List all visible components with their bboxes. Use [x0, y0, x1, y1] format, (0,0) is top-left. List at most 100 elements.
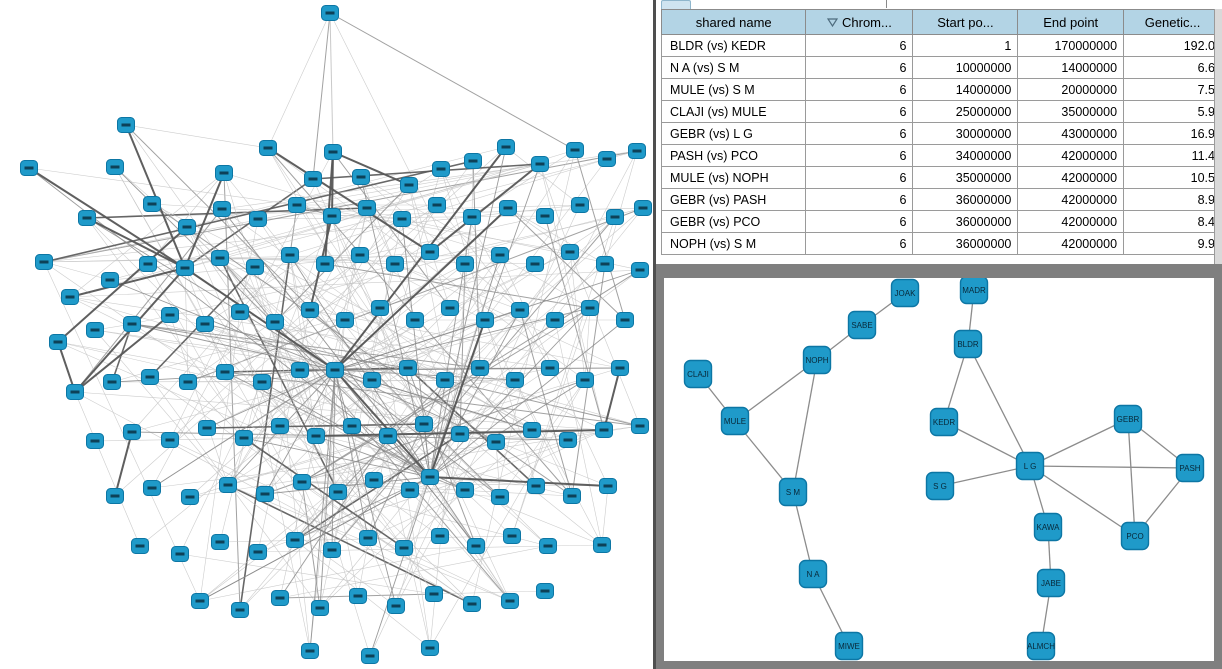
column-header[interactable]: Genetic...: [1123, 9, 1222, 35]
graph-node[interactable]: KAWA: [1033, 512, 1063, 542]
graph-node[interactable]: MULE: [720, 406, 750, 436]
table-row[interactable]: MULE (vs) NOPH 6 35000000 42000000 10.5: [660, 166, 1222, 189]
table-cell[interactable]: 34000000: [912, 144, 1019, 167]
graph-node[interactable]: L G: [1015, 451, 1045, 481]
table-row[interactable]: CLAJI (vs) MULE 6 25000000 35000000 5.9: [660, 100, 1222, 123]
table-row[interactable]: N A (vs) S M 6 10000000 14000000 6.6: [660, 56, 1222, 79]
column-header[interactable]: Start po...: [912, 9, 1019, 35]
graph-node[interactable]: MIWE: [834, 631, 864, 661]
graph-node[interactable]: GEBR: [1113, 404, 1143, 434]
graph-node-box[interactable]: [847, 310, 877, 340]
graph-node-box[interactable]: [1033, 512, 1063, 542]
table-cell[interactable]: 14000000: [912, 78, 1019, 101]
table-cell[interactable]: 25000000: [912, 100, 1019, 123]
table-cell[interactable]: 192.0: [1123, 34, 1222, 57]
subnetwork-canvas[interactable]: JOAK MADR SABE BLDR NOPH CLAJI MULE KEDR GEBR L G…: [664, 278, 1214, 661]
graph-node[interactable]: ALMCH: [1026, 631, 1056, 661]
table-cell[interactable]: 6: [805, 100, 914, 123]
table-row[interactable]: BLDR (vs) KEDR 6 1 170000000 192.0: [660, 34, 1222, 57]
graph-node-box[interactable]: [1120, 521, 1150, 551]
graph-node[interactable]: N A: [798, 559, 828, 589]
graph-node-box[interactable]: [925, 471, 955, 501]
table-scrollbar-gutter[interactable]: [1214, 9, 1222, 264]
table-cell[interactable]: 35000000: [1017, 100, 1125, 123]
table-cell[interactable]: 42000000: [1017, 232, 1125, 255]
graph-node[interactable]: JABE: [1036, 568, 1066, 598]
graph-node-box[interactable]: [1026, 631, 1056, 661]
table-row[interactable]: GEBR (vs) L G 6 30000000 43000000 16.9: [660, 122, 1222, 145]
table-cell[interactable]: 6: [805, 144, 914, 167]
table-cell[interactable]: 10000000: [912, 56, 1019, 79]
table-cell[interactable]: 36000000: [912, 232, 1019, 255]
table-cell[interactable]: 42000000: [1017, 166, 1125, 189]
table-cell[interactable]: 6: [805, 56, 914, 79]
table-cell[interactable]: 20000000: [1017, 78, 1125, 101]
graph-node-box[interactable]: [1175, 453, 1205, 483]
table-row[interactable]: GEBR (vs) PCO 6 36000000 42000000 8.4: [660, 210, 1222, 233]
graph-node-box[interactable]: [778, 477, 808, 507]
table-cell[interactable]: 42000000: [1017, 188, 1125, 211]
table-row[interactable]: NOPH (vs) S M 6 36000000 42000000 9.9: [660, 232, 1222, 255]
table-cell[interactable]: 6: [805, 166, 914, 189]
table-cell[interactable]: 7.5: [1123, 78, 1222, 101]
graph-node[interactable]: MADR: [959, 278, 989, 305]
table-cell[interactable]: 30000000: [912, 122, 1019, 145]
graph-node[interactable]: SABE: [847, 310, 877, 340]
graph-node-box[interactable]: [890, 278, 920, 308]
table-cell[interactable]: 14000000: [1017, 56, 1125, 79]
table-cell[interactable]: 6.6: [1123, 56, 1222, 79]
graph-node[interactable]: PASH: [1175, 453, 1205, 483]
table-cell[interactable]: MULE (vs) NOPH: [660, 166, 807, 189]
graph-node-box[interactable]: [798, 559, 828, 589]
graph-node-box[interactable]: [802, 345, 832, 375]
table-cell[interactable]: MULE (vs) S M: [660, 78, 807, 101]
graph-node[interactable]: KEDR: [929, 407, 959, 437]
graph-node-box[interactable]: [1015, 451, 1045, 481]
graph-node-box[interactable]: [720, 406, 750, 436]
table-row[interactable]: PASH (vs) PCO 6 34000000 42000000 11.4: [660, 144, 1222, 167]
column-header[interactable]: End point: [1017, 9, 1125, 35]
table-cell[interactable]: 43000000: [1017, 122, 1125, 145]
table-cell[interactable]: N A (vs) S M: [660, 56, 807, 79]
graph-node-box[interactable]: [959, 278, 989, 305]
table-cell[interactable]: 35000000: [912, 166, 1019, 189]
full-network-panel[interactable]: [0, 0, 653, 669]
table-cell[interactable]: 6: [805, 232, 914, 255]
graph-node[interactable]: S M: [778, 477, 808, 507]
table-cell[interactable]: NOPH (vs) S M: [660, 232, 807, 255]
table-cell[interactable]: PASH (vs) PCO: [660, 144, 807, 167]
table-cell[interactable]: 11.4: [1123, 144, 1222, 167]
graph-node[interactable]: S G: [925, 471, 955, 501]
filter-icon[interactable]: [827, 17, 838, 28]
table-cell[interactable]: 42000000: [1017, 144, 1125, 167]
table-cell[interactable]: 5.9: [1123, 100, 1222, 123]
column-header[interactable]: shared name: [660, 9, 807, 35]
graph-node-box[interactable]: [1036, 568, 1066, 598]
table-cell[interactable]: 6: [805, 188, 914, 211]
table-cell[interactable]: 9.9: [1123, 232, 1222, 255]
table-cell[interactable]: 10.5: [1123, 166, 1222, 189]
table-tab-fragment[interactable]: [661, 0, 691, 9]
table-cell[interactable]: 8.9: [1123, 188, 1222, 211]
graph-node-box[interactable]: [953, 329, 983, 359]
table-cell[interactable]: 6: [805, 78, 914, 101]
table-cell[interactable]: GEBR (vs) PASH: [660, 188, 807, 211]
graph-node[interactable]: PCO: [1120, 521, 1150, 551]
table-cell[interactable]: 6: [805, 34, 914, 57]
table-cell[interactable]: 36000000: [912, 210, 1019, 233]
table-cell[interactable]: 170000000: [1017, 34, 1125, 57]
graph-node[interactable]: CLAJI: [683, 359, 713, 389]
table-cell[interactable]: CLAJI (vs) MULE: [660, 100, 807, 123]
graph-node-box[interactable]: [929, 407, 959, 437]
graph-node[interactable]: JOAK: [890, 278, 920, 308]
table-cell[interactable]: 1: [912, 34, 1019, 57]
table-cell[interactable]: 8.4: [1123, 210, 1222, 233]
graph-node[interactable]: NOPH: [802, 345, 832, 375]
table-row[interactable]: GEBR (vs) PASH 6 36000000 42000000 8.9: [660, 188, 1222, 211]
graph-node-box[interactable]: [683, 359, 713, 389]
graph-node-box[interactable]: [834, 631, 864, 661]
table-cell[interactable]: 6: [805, 210, 914, 233]
table-cell[interactable]: 36000000: [912, 188, 1019, 211]
full-network-graph[interactable]: [0, 0, 653, 669]
graph-node-box[interactable]: [1113, 404, 1143, 434]
